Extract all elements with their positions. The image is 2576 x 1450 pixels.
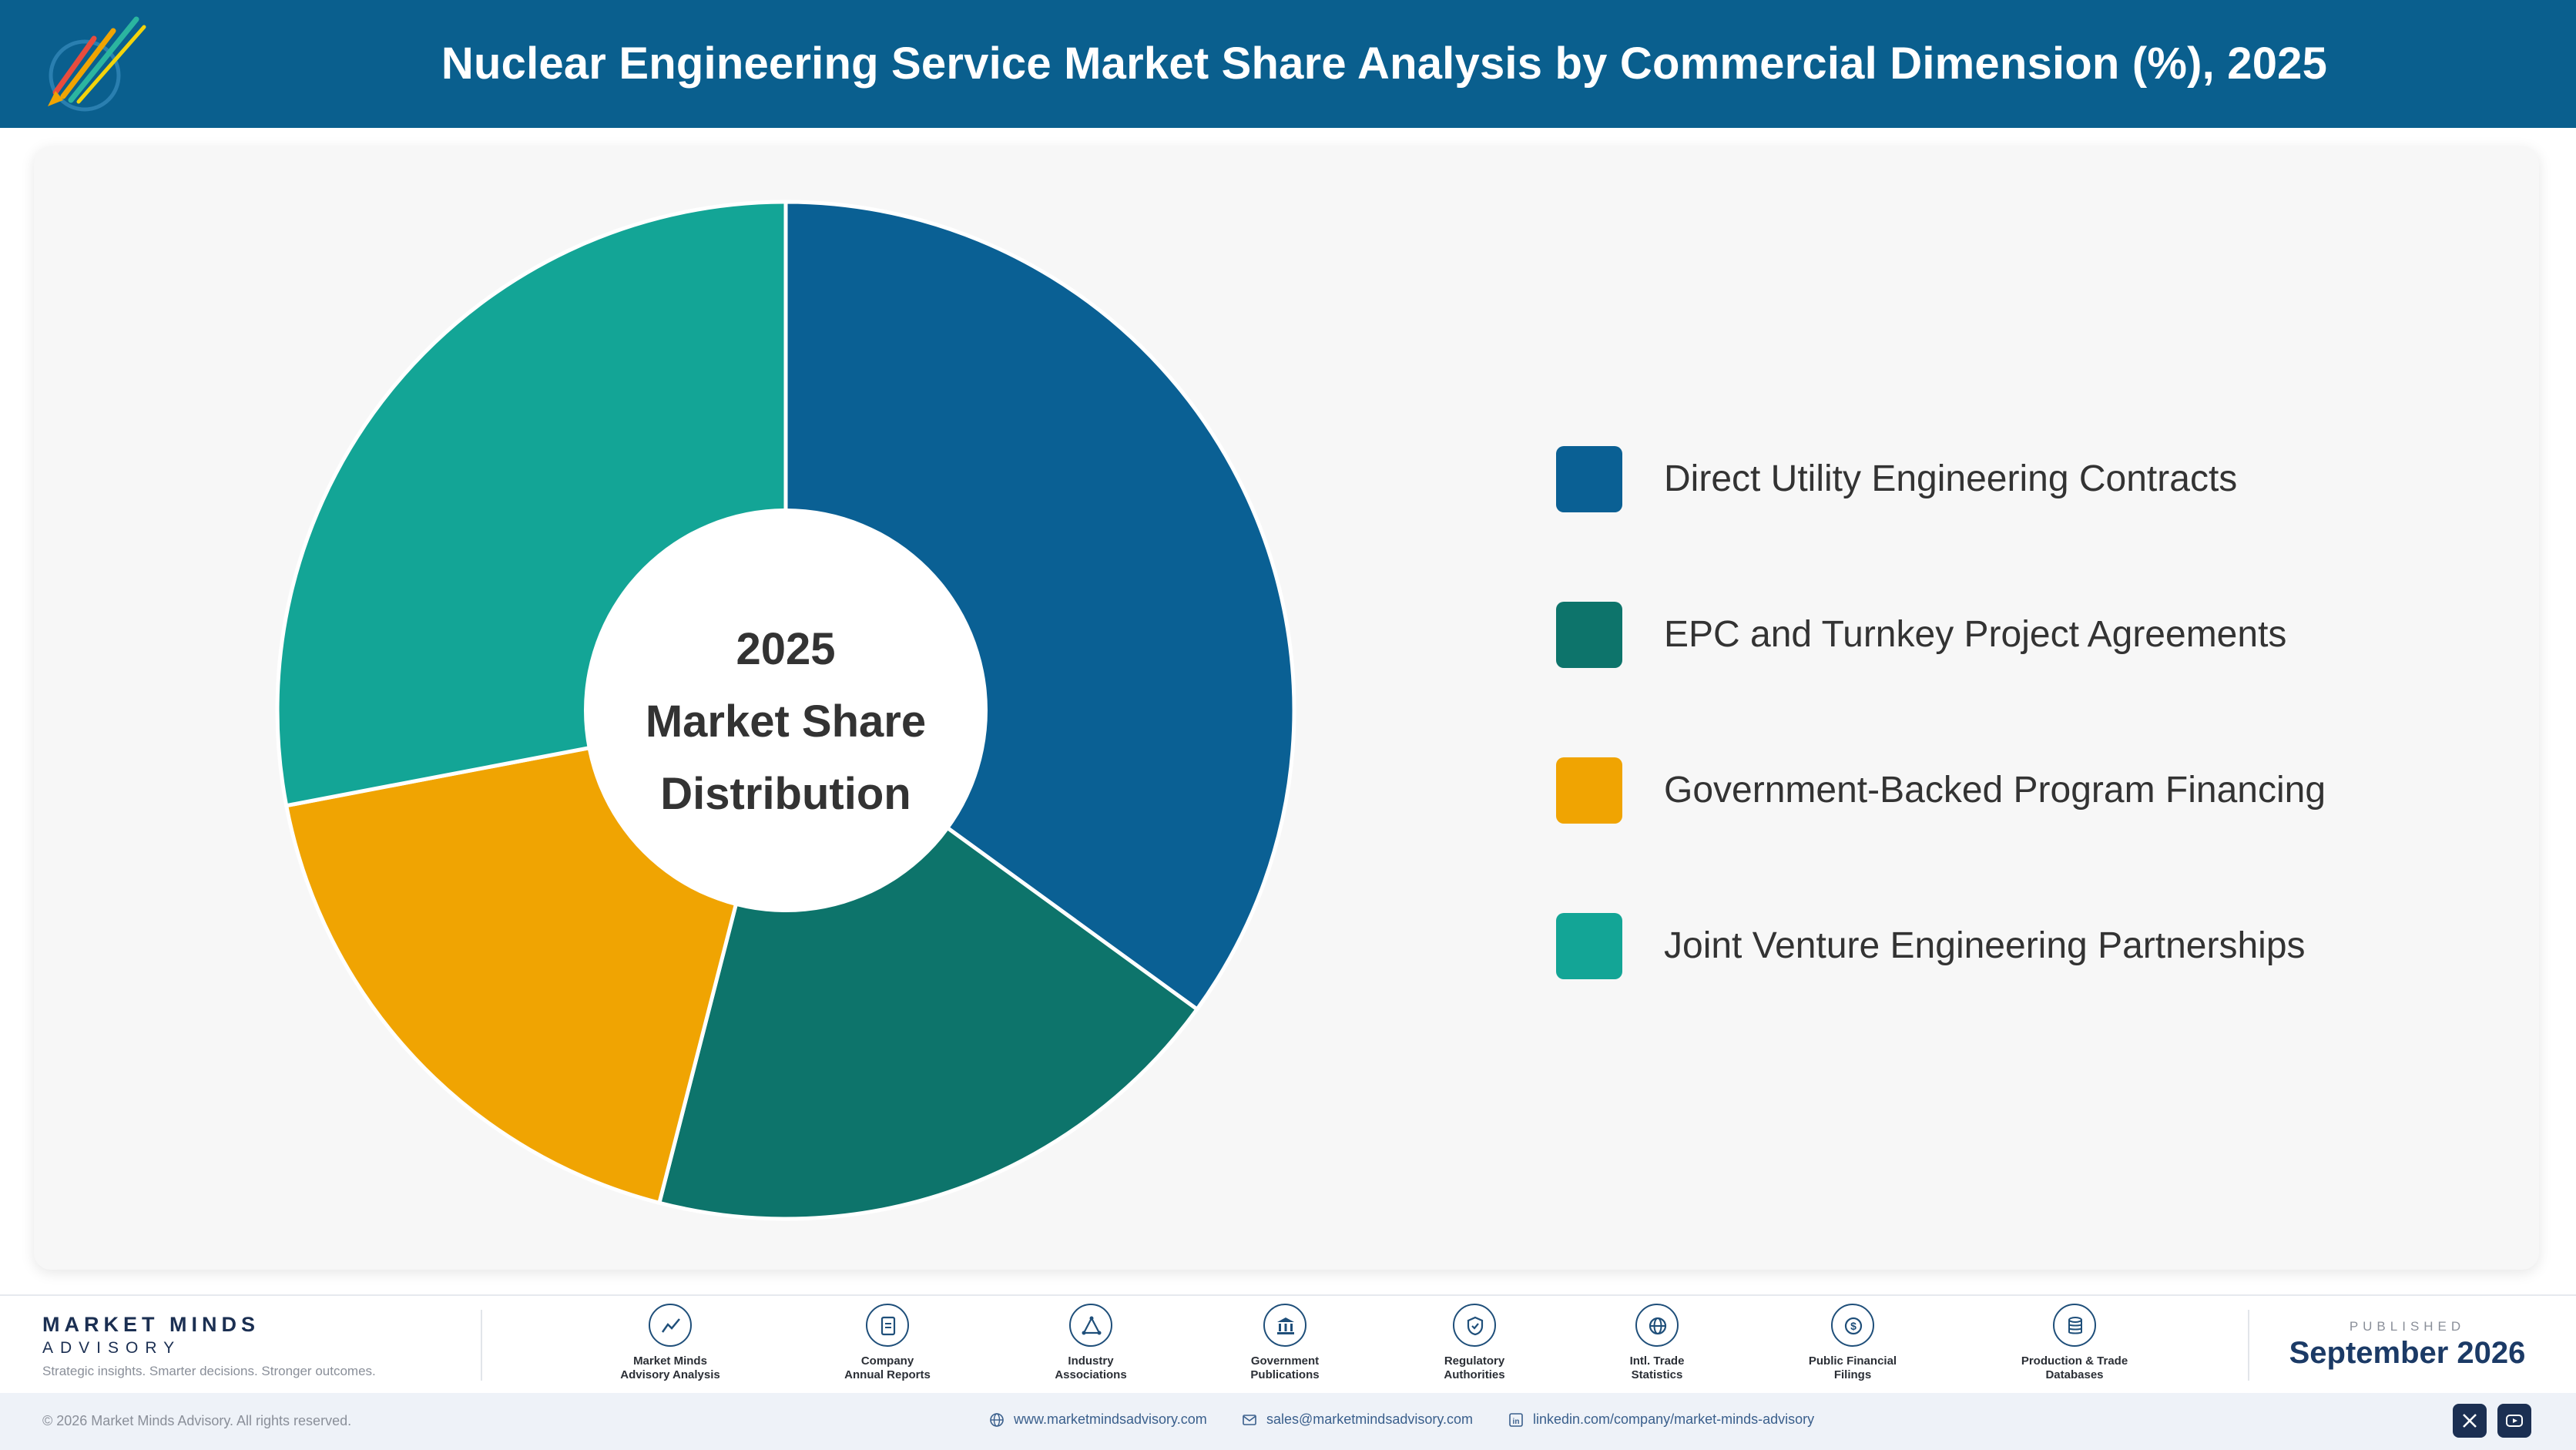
source-label: Government Publications [1250,1354,1320,1381]
youtube-icon [2506,1415,2523,1427]
header-bar: Nuclear Engineering Service Market Share… [0,0,2576,128]
pie-slice-1 [783,200,1296,1012]
x-social-button[interactable] [2453,1404,2487,1438]
brand-name: MARKET MINDS [42,1313,260,1336]
shield-check-icon [1467,1316,1484,1336]
brand-tagline: Strategic insights. Smarter decisions. S… [42,1364,376,1378]
source-item: $ Public Financial Filings [1776,1304,1930,1395]
globe-icon [990,1413,1004,1427]
legend-item: EPC and Turnkey Project Agreements [1556,599,2480,668]
legend-swatch [1556,913,1622,979]
bottom-bar: © 2026 Market Minds Advisory. All rights… [0,1393,2576,1450]
company-logo-icon [48,16,146,112]
source-item: Intl. Trade Statistics [1580,1304,1734,1395]
divider [2248,1310,2249,1381]
source-item: Regulatory Authorities [1397,1304,1551,1395]
legend-item: Direct Utility Engineering Contracts [1556,443,2480,512]
source-item: Market Minds Advisory Analysis [593,1304,747,1395]
legend-swatch [1556,757,1622,824]
divider [481,1310,482,1381]
published-label: PUBLISHED [2349,1319,2466,1334]
footer: MARKET MINDS ADVISORY Strategic insights… [0,1294,2576,1393]
source-label: Industry Associations [1055,1354,1127,1381]
legend-label: EPC and Turnkey Project Agreements [1664,614,2287,655]
source-label: Market Minds Advisory Analysis [620,1354,720,1381]
legend-item: Government-Backed Program Financing [1556,754,2480,824]
network-icon [1082,1316,1102,1335]
legend-label: Direct Utility Engineering Contracts [1664,458,2238,499]
legend-swatch [1556,446,1622,512]
legend-item: Joint Venture Engineering Partnerships [1556,910,2480,979]
x-logo-icon [2463,1414,2477,1428]
page-title: Nuclear Engineering Service Market Share… [441,39,2328,89]
center-label-line3: Distribution [660,769,911,819]
donut-hole [584,509,988,912]
source-label: Intl. Trade Statistics [1629,1354,1685,1381]
database-icon [2068,1317,2082,1334]
mail-icon [1243,1415,1256,1425]
source-label: Production & Trade Databases [2021,1354,2128,1381]
source-item: Company Annual Reports [810,1304,964,1395]
globe-icon [1649,1317,1667,1335]
source-label: Company Annual Reports [844,1354,931,1381]
document-icon [880,1316,896,1336]
center-label-line2: Market Share [646,696,926,747]
source-item: Government Publications [1208,1304,1362,1395]
legend-swatch [1556,602,1622,668]
linkedin-icon: in [1509,1413,1523,1427]
dollar-coin-icon: $ [1844,1317,1863,1335]
center-label-year: 2025 [736,624,835,674]
copyright-text: © 2026 Market Minds Advisory. All rights… [42,1413,352,1428]
published-date: September 2026 [2289,1336,2526,1370]
legend-label: Joint Venture Engineering Partnerships [1664,925,2306,966]
youtube-social-button[interactable] [2497,1404,2531,1438]
linkedin-text: linkedin.com/company/market-minds-adviso… [1533,1411,1815,1427]
brand-subtitle: ADVISORY [42,1339,182,1357]
website-text: www.marketmindsadvisory.com [1014,1411,1207,1427]
legend-label: Government-Backed Program Financing [1664,770,2326,811]
government-building-icon [1277,1317,1294,1334]
svg-text:in: in [1513,1418,1520,1426]
svg-text:$: $ [1850,1320,1857,1332]
source-label: Regulatory Authorities [1444,1354,1505,1381]
source-item: Industry Associations [1014,1304,1168,1395]
email-text: sales@marketmindsadvisory.com [1266,1411,1474,1427]
donut-chart: 2025 Market Share Distribution [277,200,1296,1219]
trend-chart-icon [661,1318,680,1333]
source-label: Public Financial Filings [1808,1354,1897,1381]
source-item: Production & Trade Databases [1997,1304,2152,1395]
